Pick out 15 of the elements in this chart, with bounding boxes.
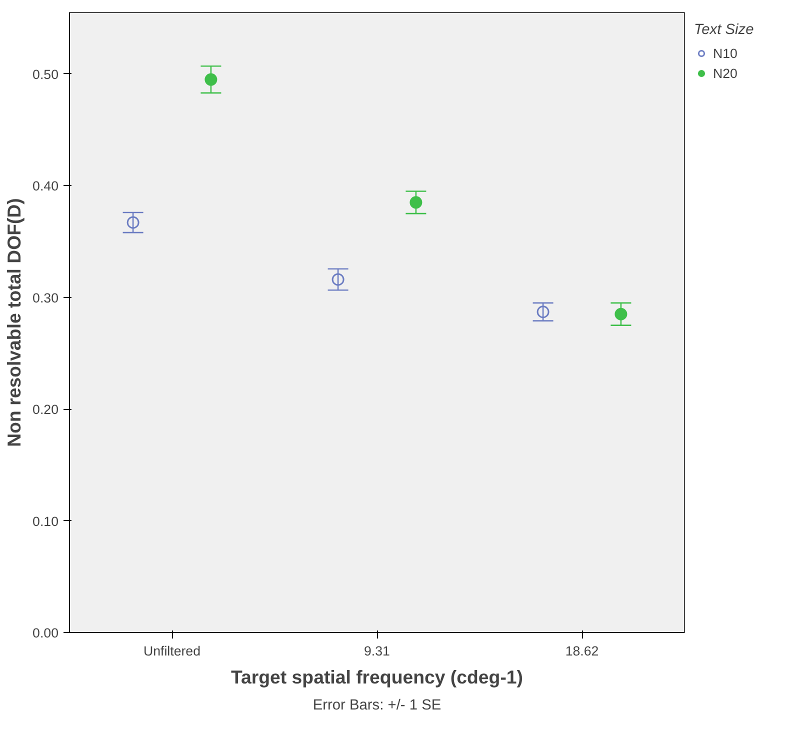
x-tick-label: 9.31: [364, 644, 390, 658]
x-tick-label: 18.62: [565, 644, 599, 658]
y-tick-label: 0.20: [32, 402, 59, 418]
y-axis-title: Non resolvable total DOF(D): [4, 198, 25, 447]
y-tick-label: 0.30: [32, 290, 59, 306]
y-tick-label: 0.40: [32, 178, 59, 194]
text: Error Bars: +/- 1 SE: [312, 698, 442, 714]
y-tick-label: 0.10: [32, 514, 59, 529]
legend-label: N10: [713, 46, 738, 60]
y-tick-label: 0.50: [32, 66, 59, 82]
x-axis-title: Target spatial frequency (cdeg-1): [231, 666, 524, 688]
y-tick-label: 0.00: [32, 626, 59, 640]
legend-title: Text Size: [694, 22, 754, 38]
x-tick-label: Unfiltered: [143, 644, 201, 658]
legend-label: N20: [713, 66, 738, 80]
